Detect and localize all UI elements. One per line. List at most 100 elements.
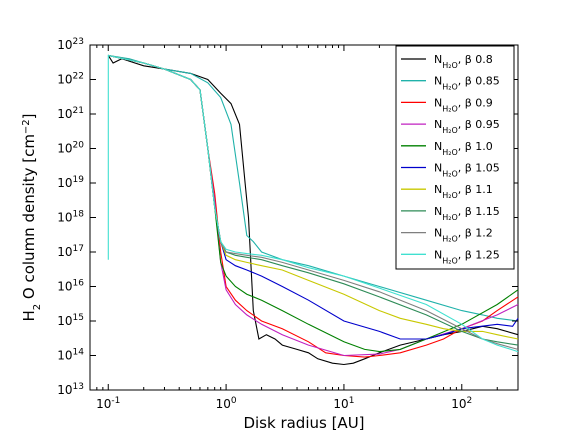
legend-label-8: NH₂O, β 1.2	[434, 227, 493, 244]
y-tick-label-2: 1015	[57, 313, 84, 328]
legend-frame	[395, 45, 515, 270]
y-tick-exp: 18	[73, 210, 85, 220]
legend-label-main: N	[434, 118, 442, 131]
y-tick-label-8: 1021	[57, 106, 84, 121]
legend-label-sub: H₂O	[442, 82, 458, 91]
legend-label-main: N	[434, 75, 442, 88]
y-tick-label-9: 1022	[57, 72, 84, 87]
y-axis-label-main: H	[20, 310, 38, 321]
legend-label-tail: , β 1.25	[458, 248, 500, 261]
legend-label-9: NH₂O, β 1.25	[434, 248, 500, 265]
x-tick-label-0: 10-1	[96, 396, 120, 411]
y-tick-exp: 22	[73, 72, 84, 82]
y-tick-base: 10	[57, 38, 72, 52]
x-tick-exp: -1	[111, 396, 120, 406]
x-tick-exp: 1	[349, 396, 355, 406]
y-tick-exp: 16	[73, 279, 85, 289]
x-tick-label-2: 101	[333, 396, 354, 411]
legend-label-3: NH₂O, β 0.95	[434, 118, 500, 135]
plot-area: 10-1 100 101 102 10131014101510161017101810…	[57, 37, 519, 411]
y-tick-label-0: 1013	[57, 382, 84, 397]
legend-label-sub: H₂O	[442, 256, 458, 265]
x-tick-exp: 0	[231, 396, 237, 406]
series-line-9	[107, 54, 519, 353]
y-tick-base: 10	[57, 349, 72, 363]
legend-label-tail: , β 0.85	[458, 75, 500, 88]
legend-label-sub: H₂O	[442, 212, 458, 221]
legend-label-5: NH₂O, β 1.05	[434, 162, 500, 179]
legend-label-7: NH₂O, β 1.15	[434, 205, 500, 222]
y-tick-base: 10	[57, 211, 72, 225]
y-tick-base: 10	[57, 245, 72, 259]
series-line-1	[108, 54, 519, 322]
y-axis-label: H2 O column density [cm−2]	[20, 113, 43, 321]
legend-label-tail: , β 1.05	[458, 162, 500, 175]
y-axis-label-end: ]	[20, 113, 38, 119]
y-tick-label-7: 1020	[57, 141, 84, 156]
y-tick-exp: 15	[73, 313, 84, 323]
legend-label-sub: H₂O	[442, 126, 458, 135]
legend-label-main: N	[434, 183, 442, 196]
x-tick-base: 10	[96, 397, 111, 411]
legend-label-6: NH₂O, β 1.1	[434, 183, 493, 200]
legend-label-sub: H₂O	[442, 169, 458, 178]
legend-label-0: NH₂O, β 0.8	[434, 53, 493, 70]
y-tick-exp: 21	[73, 106, 84, 116]
legend-label-tail: , β 1.15	[458, 205, 500, 218]
legend-label-sub: H₂O	[442, 147, 458, 156]
legend-label-tail: , β 1.1	[458, 183, 493, 196]
legend-label-tail: , β 0.95	[458, 118, 500, 131]
y-tick-base: 10	[57, 383, 72, 397]
y-tick-exp: 17	[73, 244, 84, 254]
y-axis-label-sup: −2	[21, 119, 32, 134]
x-axis-ticks: 10-1 100 101 102	[96, 45, 498, 411]
legend-label-tail: , β 1.0	[458, 140, 493, 153]
legend-label-main: N	[434, 227, 442, 240]
y-tick-base: 10	[57, 280, 72, 294]
legend-label-main: N	[434, 53, 442, 66]
y-tick-exp: 20	[73, 141, 85, 151]
y-axis-label-rest: O column density [cm	[20, 134, 38, 304]
legend-label-main: N	[434, 162, 442, 175]
y-tick-base: 10	[57, 142, 72, 156]
y-tick-label-6: 1019	[57, 175, 84, 190]
legend-label-sub: H₂O	[442, 104, 458, 113]
y-tick-base: 10	[57, 176, 72, 190]
y-tick-base: 10	[57, 107, 72, 121]
y-tick-exp: 13	[73, 382, 84, 392]
legend-label-main: N	[434, 248, 442, 261]
y-tick-label-5: 1018	[57, 210, 84, 225]
y-tick-label-10: 1023	[57, 37, 84, 52]
series-group	[107, 54, 519, 366]
legend-label-tail: , β 0.8	[458, 53, 493, 66]
y-tick-label-1: 1014	[57, 348, 84, 363]
legend-label-sub: H₂O	[442, 234, 458, 243]
legend-label-sub: H₂O	[442, 191, 458, 200]
y-tick-base: 10	[57, 73, 72, 87]
legend-label-main: N	[434, 96, 442, 109]
x-tick-base: 10	[216, 397, 231, 411]
legend-label-1: NH₂O, β 0.85	[434, 75, 500, 92]
y-tick-label-4: 1017	[57, 244, 84, 259]
y-axis-label-sub: 2	[32, 304, 43, 310]
legend-label-main: N	[434, 140, 442, 153]
legend-label-tail: , β 1.2	[458, 227, 493, 240]
x-tick-exp: 2	[467, 396, 473, 406]
legend-label-sub: H₂O	[442, 61, 458, 70]
y-tick-exp: 23	[73, 37, 84, 47]
y-tick-exp: 19	[73, 175, 85, 185]
x-tick-base: 10	[451, 397, 466, 411]
x-axis-label: Disk radius [AU]	[243, 414, 364, 432]
y-tick-base: 10	[57, 314, 72, 328]
y-tick-exp: 14	[73, 348, 85, 358]
x-tick-label-1: 100	[216, 396, 237, 411]
x-tick-base: 10	[333, 397, 348, 411]
legend-label-2: NH₂O, β 0.9	[434, 96, 493, 113]
y-tick-label-3: 1016	[57, 279, 84, 294]
legend-label-4: NH₂O, β 1.0	[434, 140, 493, 157]
legend-label-main: N	[434, 205, 442, 218]
legend-label-tail: , β 0.9	[458, 96, 493, 109]
x-tick-label-3: 102	[451, 396, 472, 411]
